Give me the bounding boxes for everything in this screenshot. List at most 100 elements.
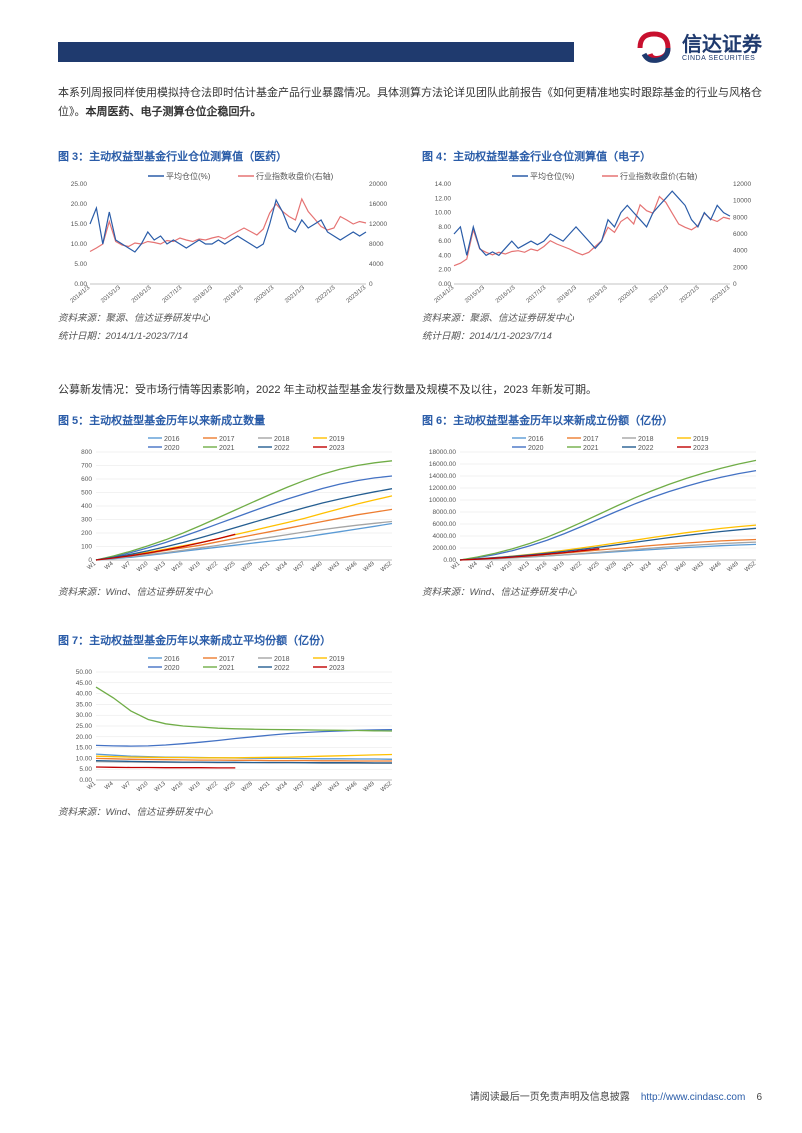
svg-text:W46: W46 [345,561,359,574]
chart7-svg: 201620172018201920202021202220230.005.00… [58,652,398,802]
svg-text:W43: W43 [328,561,342,574]
svg-text:14000.00: 14000.00 [429,473,456,480]
svg-text:2023/1/3: 2023/1/3 [346,285,368,305]
svg-text:W25: W25 [587,561,601,574]
svg-text:100: 100 [81,544,92,551]
svg-text:2019: 2019 [693,436,709,443]
svg-text:4.00: 4.00 [438,252,451,259]
svg-text:35.00: 35.00 [76,701,93,708]
chart3-daterange: 统计日期：2014/1/1-2023/7/14 [58,330,398,344]
svg-text:300: 300 [81,517,92,524]
svg-text:2019/1/3: 2019/1/3 [223,285,245,305]
svg-text:W46: W46 [345,781,359,794]
svg-text:W4: W4 [104,781,115,792]
svg-text:12000: 12000 [369,221,387,228]
svg-text:W49: W49 [727,561,741,574]
svg-text:2019/1/3: 2019/1/3 [587,285,609,305]
svg-text:2022/1/3: 2022/1/3 [315,285,337,305]
chart-4: 图 4：主动权益型基金行业仓位测算值（电子） 平均仓位(%)行业指数收盘价(右轴… [422,148,762,345]
paragraph-1: 本系列周报同样使用模拟持仓法即时估计基金产品行业暴露情况。具体测算方法论详见团队… [58,84,762,121]
svg-text:5.00: 5.00 [74,261,87,268]
chart6-source: 资料来源：Wind、信达证券研发中心 [422,586,762,600]
svg-text:2019: 2019 [329,656,345,663]
svg-text:16000: 16000 [369,201,387,208]
svg-text:W13: W13 [518,561,532,574]
svg-text:2016: 2016 [164,656,180,663]
svg-text:行业指数收盘价(右轴): 行业指数收盘价(右轴) [256,171,334,181]
svg-text:10.00: 10.00 [71,241,88,248]
svg-text:W7: W7 [121,781,132,792]
svg-text:2016/1/3: 2016/1/3 [131,285,153,305]
chart3-source: 资料来源：聚源、信达证券研发中心 [58,312,398,326]
svg-text:W37: W37 [293,781,307,794]
svg-text:10.00: 10.00 [435,210,452,217]
logo-swirl-icon [632,26,676,70]
chart5-title: 图 5：主动权益型基金历年以来新成立数量 [58,412,398,428]
svg-text:50.00: 50.00 [76,669,93,676]
svg-text:2016/1/3: 2016/1/3 [495,285,517,305]
svg-text:5.00: 5.00 [79,766,92,773]
svg-text:2022: 2022 [638,445,654,452]
svg-text:12000.00: 12000.00 [429,485,456,492]
svg-text:行业指数收盘价(右轴): 行业指数收盘价(右轴) [620,171,698,181]
svg-text:W10: W10 [136,561,150,574]
svg-text:W25: W25 [223,561,237,574]
svg-text:平均仓位(%): 平均仓位(%) [530,171,575,181]
footer-page: 6 [756,1092,762,1103]
logo-text-cn: 信达证券 [682,35,762,55]
svg-text:10.00: 10.00 [76,755,93,762]
svg-text:200: 200 [81,530,92,537]
para1-bold: 本周医药、电子测算仓位企稳回升。 [86,106,262,118]
chart-3: 图 3：主动权益型基金行业仓位测算值（医药） 平均仓位(%)行业指数收盘价(右轴… [58,148,398,345]
svg-text:W46: W46 [709,561,723,574]
svg-text:2000.00: 2000.00 [433,545,457,552]
svg-text:4000: 4000 [733,248,748,255]
svg-text:W10: W10 [136,781,150,794]
svg-text:2015/1/3: 2015/1/3 [464,285,486,305]
svg-text:2020/1/3: 2020/1/3 [254,285,276,305]
chart-6: 图 6：主动权益型基金历年以来新成立份额（亿份） 201620172018201… [422,412,762,600]
svg-text:2023/1/3: 2023/1/3 [710,285,732,305]
svg-text:平均仓位(%): 平均仓位(%) [166,171,211,181]
svg-text:W52: W52 [380,781,394,794]
svg-text:20000: 20000 [369,181,387,188]
svg-text:2018: 2018 [638,436,654,443]
svg-text:W16: W16 [171,781,185,794]
svg-text:W37: W37 [293,561,307,574]
svg-text:800: 800 [81,449,92,456]
svg-text:2016: 2016 [164,436,180,443]
svg-text:30.00: 30.00 [76,712,93,719]
svg-text:2020: 2020 [528,445,544,452]
svg-text:W40: W40 [310,781,324,794]
svg-text:4000: 4000 [369,261,384,268]
svg-text:2017: 2017 [583,436,599,443]
svg-text:2020/1/3: 2020/1/3 [618,285,640,305]
svg-text:2020: 2020 [164,445,180,452]
svg-text:W40: W40 [674,561,688,574]
svg-text:2021: 2021 [583,445,599,452]
svg-text:W49: W49 [363,561,377,574]
chart6-title: 图 6：主动权益型基金历年以来新成立份额（亿份） [422,412,762,428]
svg-text:W22: W22 [206,781,220,794]
svg-text:W28: W28 [241,561,255,574]
svg-text:2020: 2020 [164,665,180,672]
chart5-svg: 2016201720182019202020212022202301002003… [58,432,398,582]
svg-text:W31: W31 [258,781,272,794]
chart4-svg: 平均仓位(%)行业指数收盘价(右轴)0.002.004.006.008.0010… [422,168,762,308]
svg-text:W34: W34 [276,561,290,574]
svg-text:2018/1/3: 2018/1/3 [556,285,578,305]
svg-text:12.00: 12.00 [435,195,452,202]
svg-text:10000: 10000 [733,198,751,205]
svg-text:2023: 2023 [329,445,345,452]
svg-text:2021: 2021 [219,445,235,452]
svg-text:W13: W13 [154,781,168,794]
svg-text:18000.00: 18000.00 [429,449,456,456]
svg-text:2019: 2019 [329,436,345,443]
svg-text:W22: W22 [206,561,220,574]
svg-text:2021/1/3: 2021/1/3 [284,285,306,305]
svg-text:W43: W43 [692,561,706,574]
svg-text:15.00: 15.00 [71,221,88,228]
footer-link[interactable]: http://www.cindasc.com [641,1092,745,1103]
svg-text:W10: W10 [500,561,514,574]
svg-text:2015/1/3: 2015/1/3 [100,285,122,305]
